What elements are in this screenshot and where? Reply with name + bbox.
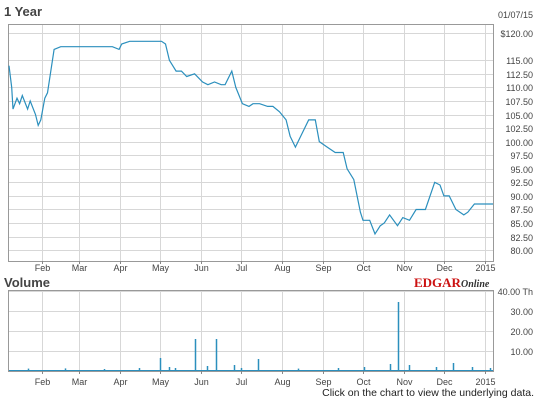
price-x-tick-label: Jun <box>194 263 209 273</box>
price-y-tick-label: 80.00 <box>510 246 533 256</box>
volume-x-tick-label: Oct <box>356 377 371 387</box>
volume-chart-title: Volume <box>4 275 50 290</box>
price-y-tick-label: 105.00 <box>505 111 533 121</box>
volume-x-tick-label: Apr <box>113 377 127 387</box>
volume-x-tick-label: Dec <box>436 377 453 387</box>
volume-y-tick-label: 30.00 <box>510 307 533 317</box>
price-y-tick-label: 95.00 <box>510 165 533 175</box>
footer-hint[interactable]: Click on the chart to view the underlyin… <box>322 387 534 399</box>
volume-x-tick-label: Jul <box>236 377 248 387</box>
volume-x-tick-label: Feb <box>35 377 51 387</box>
price-y-tick-label: 92.50 <box>510 178 533 188</box>
volume-x-tick-label: May <box>152 377 170 387</box>
volume-bars[interactable] <box>9 302 493 371</box>
price-y-tick-label: 87.50 <box>510 205 533 215</box>
price-grid <box>9 25 493 261</box>
price-x-tick-label: Nov <box>396 263 413 273</box>
volume-x-axis: Feb Mar Apr May Jun Jul Aug Sep Oct Nov Dec 2015 <box>35 371 496 387</box>
volume-x-tick-label: Aug <box>274 377 290 387</box>
volume-y-tick-label: 40.00 Th <box>498 287 533 297</box>
price-plot-frame <box>8 24 494 262</box>
edgar-online-logo[interactable]: EDGAR Online <box>414 275 490 290</box>
price-x-tick-label: May <box>152 263 170 273</box>
price-x-tick-label: Sep <box>315 263 331 273</box>
logo-prefix: EDGAR <box>414 275 462 290</box>
price-x-tick-label: Aug <box>274 263 290 273</box>
price-chart-title: 1 Year <box>4 4 42 19</box>
price-series-line[interactable] <box>8 40 493 236</box>
price-x-tick-label: Apr <box>113 263 127 273</box>
volume-x-tick-label: 2015 <box>475 377 495 387</box>
price-x-tick-label: Mar <box>72 263 88 273</box>
price-y-tick-label: 100.00 <box>505 138 533 148</box>
price-x-tick-label: 2015 <box>475 263 495 273</box>
price-y-tick-label: 107.50 <box>505 97 533 107</box>
price-x-axis: Feb Mar Apr May Jun Jul Aug Sep Oct Nov Dec 2015 <box>35 261 496 273</box>
price-y-tick-label: 115.00 <box>506 56 533 66</box>
price-y-tick-label: $120.00 <box>500 29 533 39</box>
logo-suffix: Online <box>461 279 490 290</box>
volume-plot-frame <box>8 290 494 372</box>
volume-grid <box>9 291 493 371</box>
price-y-tick-label: 85.00 <box>510 219 533 229</box>
price-y-tick-label: 112.50 <box>506 70 533 80</box>
price-x-tick-label: Feb <box>35 263 51 273</box>
price-x-tick-label: Jul <box>236 263 248 273</box>
price-x-tick-label: Dec <box>436 263 453 273</box>
volume-y-axis: 40.00 Th 30.00 20.00 10.00 <box>498 287 533 357</box>
price-y-tick-label: 110.00 <box>506 83 533 93</box>
price-y-tick-label: 102.50 <box>505 124 533 134</box>
price-y-tick-label: 97.50 <box>510 151 533 161</box>
chart-date-label: 01/07/15 <box>498 10 533 20</box>
price-x-tick-label: Oct <box>356 263 371 273</box>
volume-x-tick-label: Mar <box>72 377 88 387</box>
volume-x-tick-label: Sep <box>315 377 331 387</box>
volume-x-tick-label: Jun <box>194 377 209 387</box>
price-y-tick-label: 82.50 <box>510 233 533 243</box>
price-y-tick-label: 90.00 <box>510 192 533 202</box>
volume-y-tick-label: 20.00 <box>510 327 533 337</box>
volume-x-tick-label: Nov <box>396 377 413 387</box>
price-y-axis: $120.00 115.00 112.50 110.00 107.50 105.00 102… <box>500 29 533 256</box>
volume-y-tick-label: 10.00 <box>510 347 533 357</box>
